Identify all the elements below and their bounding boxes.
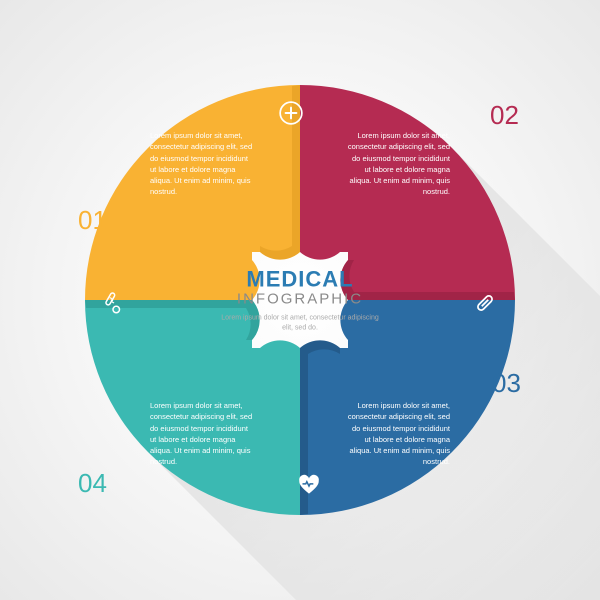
- center-title-2: INFOGRAPHIC: [220, 291, 380, 308]
- segment-3-text: Lorem ipsum dolor sit amet, consectetur …: [345, 400, 450, 468]
- pill-icon: [472, 290, 498, 316]
- heart-pulse-icon: [296, 472, 322, 498]
- center-title-1: MEDICAL: [220, 267, 380, 293]
- center-subtext: Lorem ipsum dolor sit amet, consectetur …: [220, 314, 380, 334]
- segment-4-text: Lorem ipsum dolor sit amet, consectetur …: [150, 400, 255, 468]
- plus-circle-icon: [278, 100, 304, 126]
- segment-2-text: Lorem ipsum dolor sit amet, consectetur …: [345, 130, 450, 198]
- segment-3-number: 03: [492, 368, 521, 399]
- center-label: MEDICAL INFOGRAPHIC Lorem ipsum dolor si…: [220, 267, 380, 334]
- segment-2-number: 02: [490, 100, 519, 131]
- segment-1-number: 01: [78, 205, 107, 236]
- thermometer-icon: [100, 290, 126, 316]
- segment-1-text: Lorem ipsum dolor sit amet, consectetur …: [150, 130, 255, 198]
- segment-4-number: 04: [78, 468, 107, 499]
